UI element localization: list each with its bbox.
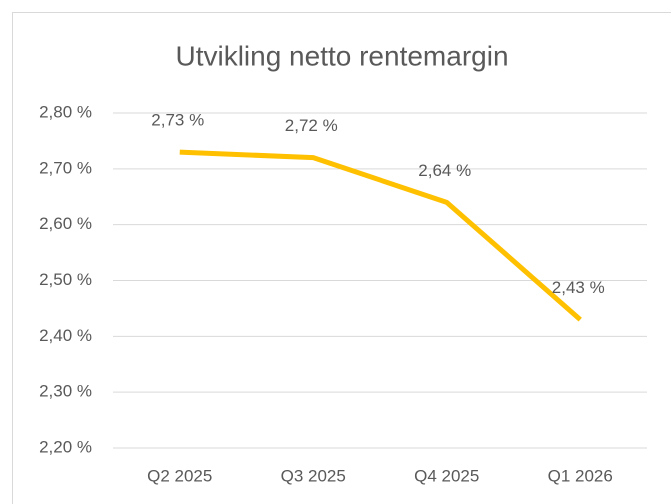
chart-frame: [12, 12, 671, 504]
chart-title: Utvikling netto rentemargin: [175, 40, 508, 71]
x-tick-label: Q3 2025: [281, 466, 346, 485]
x-tick-label: Q2 2025: [147, 466, 212, 485]
y-tick-label: 2,40 %: [39, 326, 92, 345]
data-label: 2,73 %: [151, 111, 204, 130]
x-tick-label: Q4 2025: [414, 466, 479, 485]
y-tick-label: 2,30 %: [39, 382, 92, 401]
x-tick-label: Q1 2026: [548, 466, 613, 485]
y-tick-label: 2,20 %: [39, 437, 92, 456]
y-tick-label: 2,60 %: [39, 214, 92, 233]
data-label: 2,43 %: [552, 278, 605, 297]
y-tick-label: 2,70 %: [39, 158, 92, 177]
y-tick-label: 2,50 %: [39, 270, 92, 289]
data-label: 2,72 %: [285, 116, 338, 135]
line-series: [179, 149, 582, 322]
data-label: 2,64 %: [418, 161, 471, 180]
y-tick-label: 2,80 %: [39, 102, 92, 121]
